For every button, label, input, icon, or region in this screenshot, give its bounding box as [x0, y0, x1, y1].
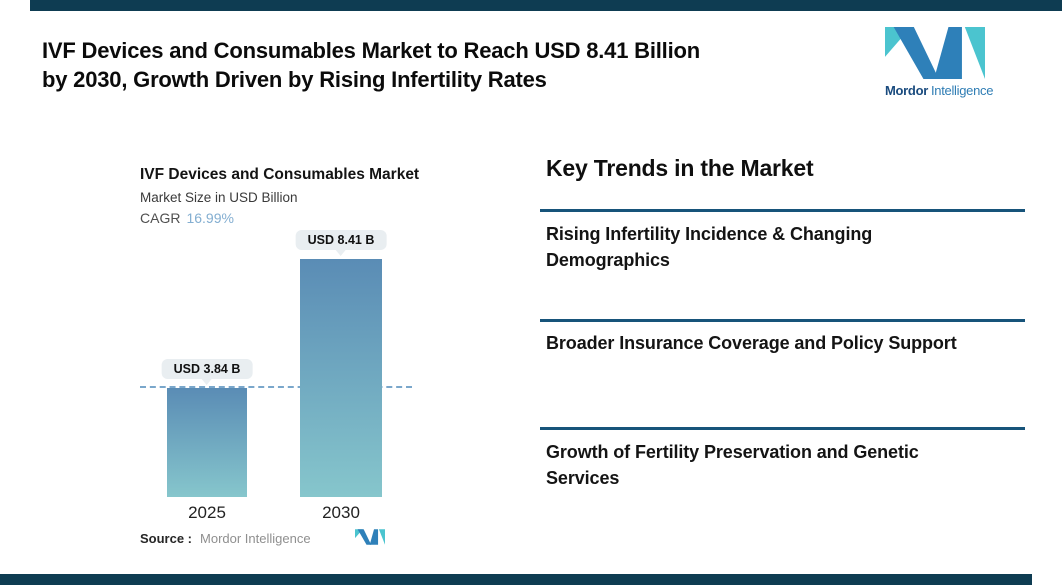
value-pill-pointer-2025 [201, 379, 212, 385]
mordor-logo-icon [885, 27, 985, 79]
bar-2030 [300, 259, 382, 497]
cagr-row: CAGR 16.99% [140, 210, 234, 226]
value-label-2030: USD 8.41 B [295, 230, 387, 256]
plot-area: USD 3.84 B USD 8.41 B 2025 2030 [140, 230, 412, 530]
cagr-value: 16.99% [186, 210, 234, 226]
trend-divider-1 [540, 209, 1025, 212]
value-label-2025: USD 3.84 B [161, 359, 253, 385]
bottom-accent-bar [0, 574, 1032, 585]
value-pill-2025: USD 3.84 B [161, 359, 253, 379]
bar-2025 [167, 388, 247, 497]
trend-item-1-line-2: Demographics [546, 250, 670, 270]
cagr-label: CAGR [140, 210, 181, 226]
top-accent-bar [30, 0, 1062, 11]
trend-item-3: Growth of Fertility Preservation and Gen… [546, 439, 1016, 491]
source-value: Mordor Intelligence [200, 531, 311, 546]
trend-divider-3 [540, 427, 1025, 430]
brand-logo: Mordor Intelligence [885, 27, 1015, 98]
mini-mordor-logo-icon [355, 529, 385, 550]
trend-item-2: Broader Insurance Coverage and Policy Su… [546, 330, 1016, 356]
trend-item-1: Rising Infertility Incidence & Changing … [546, 221, 1016, 273]
trend-item-3-line-1: Growth of Fertility Preservation and Gen… [546, 442, 919, 462]
brand-name-bold: Mordor [885, 83, 928, 98]
trend-item-3-line-2: Services [546, 468, 620, 488]
trend-divider-2 [540, 319, 1025, 322]
trend-item-2-line-1: Broader Insurance Coverage and Policy Su… [546, 333, 957, 353]
x-tick-2025: 2025 [188, 503, 226, 522]
chart-subtitle: Market Size in USD Billion [140, 190, 298, 205]
brand-name: Mordor Intelligence [885, 83, 1015, 98]
source-row: Source : Mordor Intelligence [140, 531, 311, 546]
x-tick-2030: 2030 [322, 503, 360, 522]
source-label: Source : [140, 531, 193, 546]
page-title-line-2: by 2030, Growth Driven by Rising Inferti… [42, 67, 547, 92]
value-pill-2030: USD 8.41 B [295, 230, 387, 250]
chart-title: IVF Devices and Consumables Market [140, 166, 420, 183]
page-title: IVF Devices and Consumables Market to Re… [42, 36, 862, 94]
value-pill-pointer-2030 [335, 250, 346, 256]
trends-heading: Key Trends in the Market [546, 155, 814, 181]
baseline-dashed-line [140, 386, 412, 388]
trend-item-1-line-1: Rising Infertility Incidence & Changing [546, 224, 873, 244]
page-title-line-1: IVF Devices and Consumables Market to Re… [42, 38, 700, 63]
brand-name-light: Intelligence [930, 83, 994, 98]
